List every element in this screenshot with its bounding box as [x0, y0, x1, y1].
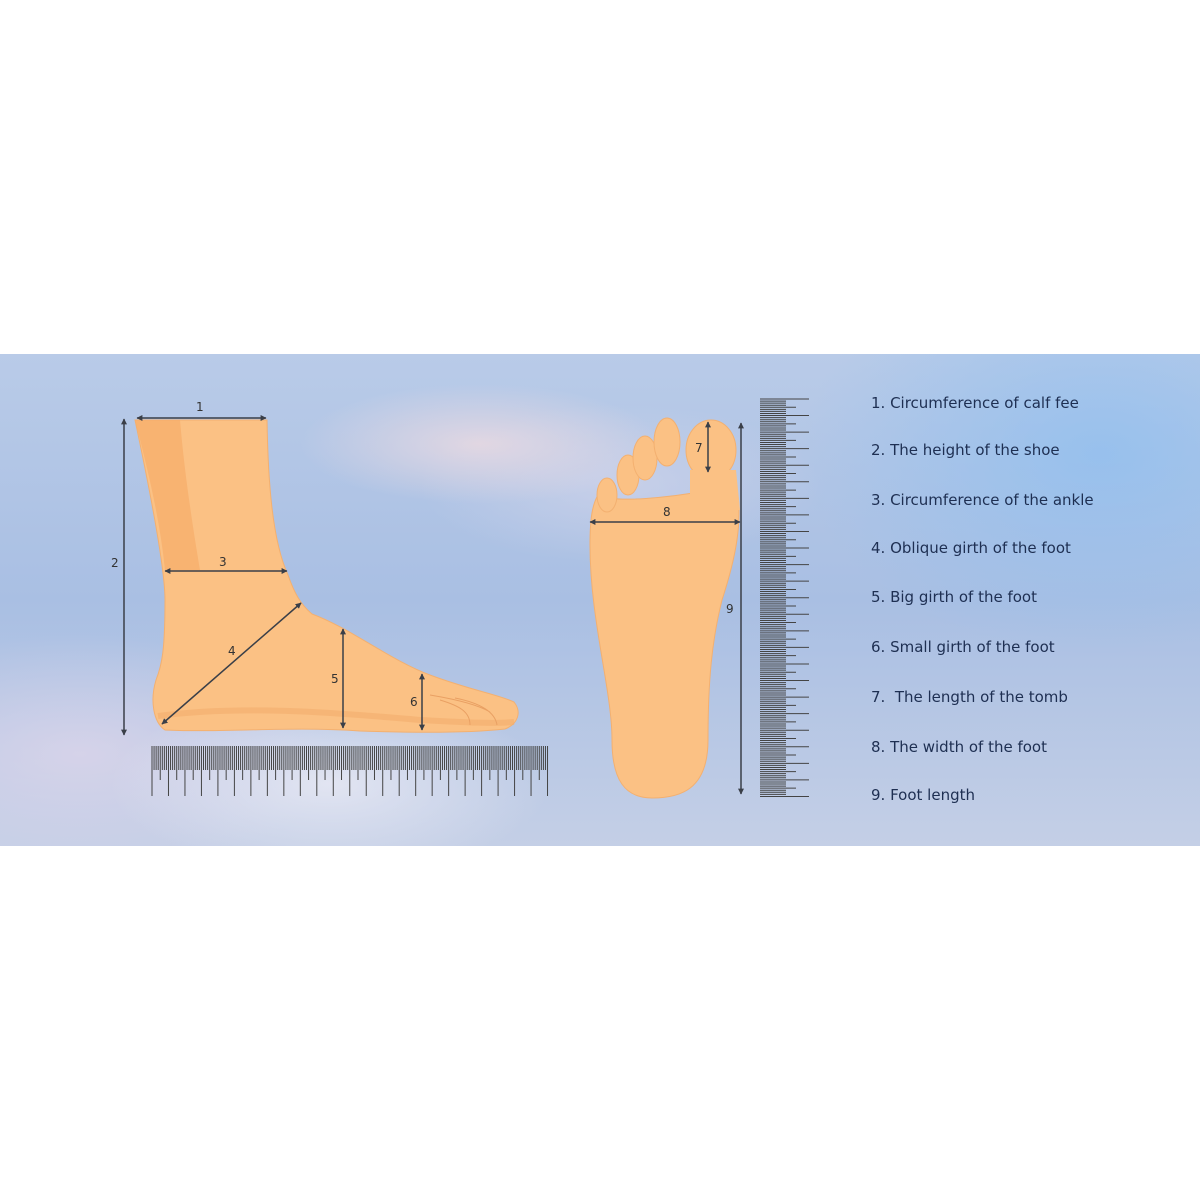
label-4: 4: [228, 644, 236, 658]
foot-measurement-banner: 1 2 3 4 5 6 7 8 9 1. Circumference of ca…: [0, 354, 1200, 846]
legend-item: 5. Big girth of the foot: [871, 588, 1037, 606]
label-8: 8: [663, 505, 671, 519]
label-7: 7: [695, 441, 703, 455]
legend-item: 4. Oblique girth of the foot: [871, 539, 1071, 557]
legend-item: 9. Foot length: [871, 786, 975, 804]
arrow-4: [161, 602, 302, 725]
legend-item: 3. Circumference of the ankle: [871, 491, 1094, 509]
legend-item: 1. Circumference of calf fee: [871, 394, 1079, 412]
legend-item: 6. Small girth of the foot: [871, 638, 1055, 656]
legend-item: 2. The height of the shoe: [871, 441, 1060, 459]
label-3: 3: [219, 555, 227, 569]
horizontal-ruler: [151, 746, 549, 796]
vertical-ruler: [760, 398, 809, 797]
label-6: 6: [410, 695, 418, 709]
side-view-arrows: [121, 415, 425, 736]
label-5: 5: [331, 672, 339, 686]
label-9: 9: [726, 602, 734, 616]
top-view-foot: [589, 417, 740, 799]
top-view-arrows: [589, 421, 744, 795]
legend-item: 7. The length of the tomb: [871, 688, 1068, 706]
legend-item: 8. The width of the foot: [871, 738, 1047, 756]
foot-diagram: 1 2 3 4 5 6 7 8 9: [111, 398, 809, 799]
side-view-foot: [134, 419, 519, 733]
label-1: 1: [196, 400, 204, 414]
label-2: 2: [111, 556, 119, 570]
